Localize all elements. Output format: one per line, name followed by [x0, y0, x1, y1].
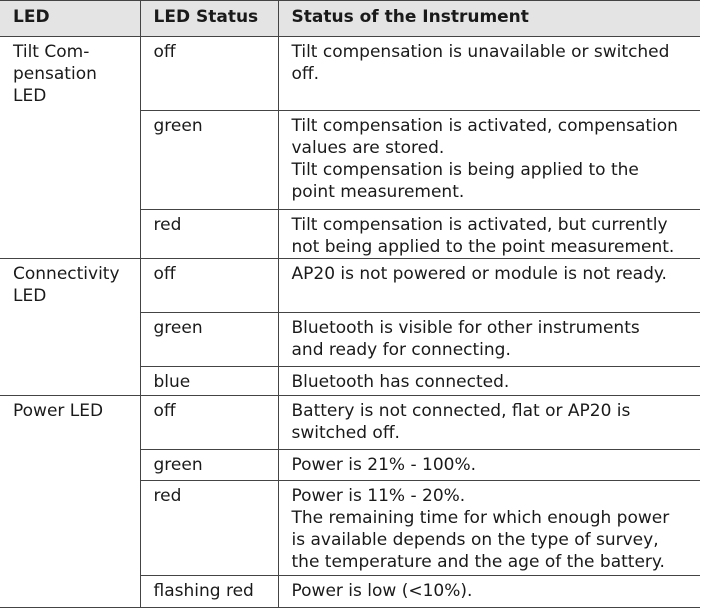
description-cell: Power is 21% - 100%. — [278, 449, 700, 481]
status-cell: green — [140, 312, 279, 367]
status-cell: red — [140, 480, 279, 576]
header-cell: LED — [0, 0, 141, 37]
header-cell: Status of the Instrument — [278, 0, 700, 37]
led-cell: Tilt Com- pensation LED — [0, 36, 141, 259]
description-cell: Bluetooth is visible for other instrumen… — [278, 312, 700, 367]
status-cell: off — [140, 36, 279, 111]
table-row: flashing red Power is low (<10%). — [0, 575, 700, 608]
header-cell: LED Status — [140, 0, 279, 37]
table-row: green Tilt compensation is activated, com… — [0, 110, 700, 210]
description-cell: Tilt compensation is activated, but curr… — [278, 209, 700, 259]
status-cell: blue — [140, 366, 279, 396]
status-cell: flashing red — [140, 575, 279, 608]
status-cell: off — [140, 258, 279, 313]
table-row: red Tilt compensation is activated, but c… — [0, 209, 700, 259]
led-cell: Power LED — [0, 395, 141, 608]
table-row: Tilt Com- pensation LED off Tilt compensat… — [0, 36, 700, 259]
status-cell: green — [140, 449, 279, 481]
description-cell: Bluetooth has connected. — [278, 366, 700, 396]
status-cell: off — [140, 395, 279, 450]
table-row: Connectivity LED off AP20 is not powered o… — [0, 258, 700, 396]
table-body: Tilt Com- pensation LED off Tilt compensat… — [0, 36, 700, 608]
description-cell: Power is low (<10%). — [278, 575, 700, 608]
table-row: Power LED off Battery is not connected, fl… — [0, 395, 700, 608]
table-row: green Bluetooth is visible for other inst… — [0, 312, 700, 367]
description-cell: Battery is not connected, flat or AP20 i… — [278, 395, 700, 450]
description-cell: Tilt compensation is activated, compensa… — [278, 110, 700, 210]
header-row: LED LED Status Status of the Instrument — [0, 0, 700, 37]
status-cell: green — [140, 110, 279, 210]
table-row: green Power is 21% - 100%. — [0, 449, 700, 481]
status-cell: red — [140, 209, 279, 259]
table-row: blue Bluetooth has connected. — [0, 366, 700, 396]
table-row: red Power is 11% - 20%. The remaining tim… — [0, 480, 700, 576]
description-cell: Power is 11% - 20%. The remaining time f… — [278, 480, 700, 576]
led-cell: Connectivity LED — [0, 258, 141, 396]
description-cell: AP20 is not powered or module is not rea… — [278, 258, 700, 313]
description-cell: Tilt compensation is unavailable or swit… — [278, 36, 700, 111]
